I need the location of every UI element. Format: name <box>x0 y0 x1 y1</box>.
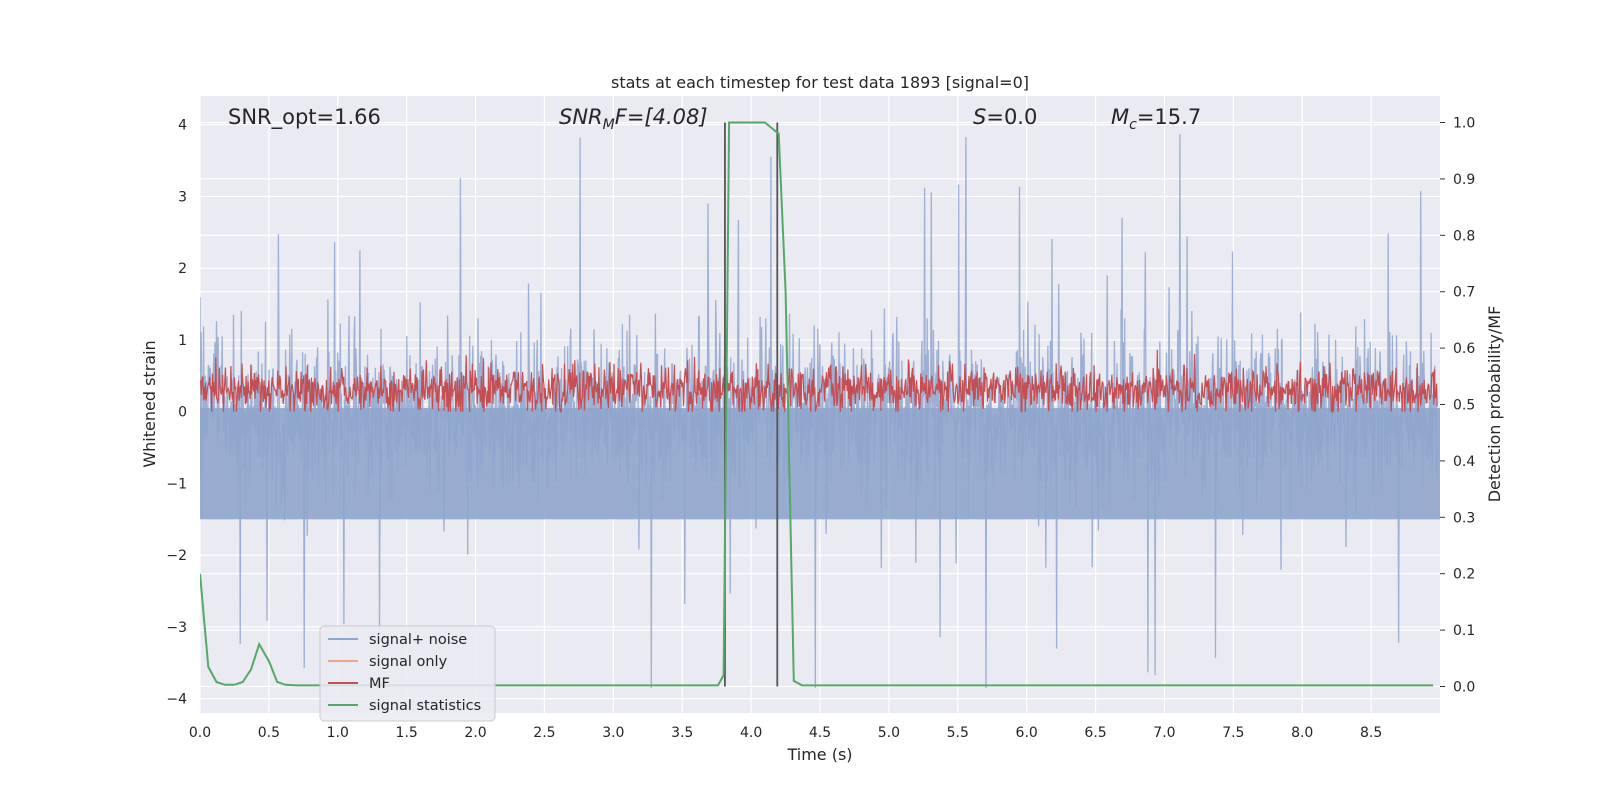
y-axis-right-ticks: 0.0 0.1 0.2 0.3 0.4 0.5 0.6 0.7 0.8 0.9 1.0 <box>1440 116 1475 695</box>
y-right-tick-label: 0.8 <box>1453 228 1475 244</box>
x-tick-label: 5.0 <box>878 725 900 741</box>
x-tick-label: 2.5 <box>533 725 555 741</box>
y-right-tick-label: 0.1 <box>1453 623 1475 639</box>
x-tick-label: 7.5 <box>1222 725 1244 741</box>
y-left-tick-label: −3 <box>166 620 187 636</box>
x-tick-label: 3.5 <box>671 725 693 741</box>
annotation-snr-opt: SNR_opt=1.66 <box>228 105 381 130</box>
x-axis-label: Time (s) <box>786 745 852 764</box>
y-right-tick-label: 1.0 <box>1453 116 1475 132</box>
y-left-tick-label: 1 <box>178 333 187 349</box>
y-left-tick-label: 0 <box>178 405 187 421</box>
y-left-tick-label: −1 <box>166 476 187 492</box>
x-tick-label: 8.5 <box>1360 725 1382 741</box>
y-axis-left-label: Whitened strain <box>140 340 159 467</box>
legend: signal+ noise signal only MF signal stat… <box>319 625 496 722</box>
series-signal-statistics <box>200 121 1434 687</box>
y-axis-left-ticks: −4 −3 −2 −1 0 1 2 3 4 <box>166 118 187 708</box>
y-left-tick-label: −2 <box>166 548 187 564</box>
x-tick-label: 6.5 <box>1084 725 1106 741</box>
annotation-mc: Mc=15.7 <box>1111 105 1201 133</box>
legend-box <box>319 625 496 722</box>
y-right-tick-label: 0.7 <box>1453 285 1475 301</box>
x-tick-label: 1.0 <box>327 725 349 741</box>
series-signal-noise-core <box>200 408 1440 520</box>
x-tick-label: 8.0 <box>1291 725 1313 741</box>
y-right-tick-label: 0.3 <box>1453 510 1475 526</box>
legend-label-mf: MF <box>369 676 390 692</box>
x-tick-label: 4.0 <box>740 725 762 741</box>
x-tick-label: 6.0 <box>1016 725 1038 741</box>
y-left-tick-label: 2 <box>178 261 187 277</box>
y-left-tick-label: 4 <box>178 118 187 134</box>
y-right-tick-label: 0.9 <box>1453 172 1475 188</box>
x-tick-label: 3.0 <box>602 725 624 741</box>
x-tick-label: 0.0 <box>189 725 211 741</box>
legend-label-signal-statistics: signal statistics <box>369 698 481 714</box>
y-axis-right-label: Detection probability/MF <box>1485 306 1504 503</box>
y-left-tick-label: 3 <box>178 189 187 205</box>
x-tick-label: 0.5 <box>258 725 280 741</box>
y-right-tick-label: 0.0 <box>1453 679 1475 695</box>
y-right-tick-label: 0.5 <box>1453 398 1475 414</box>
x-axis-ticks: 0.0 0.5 1.0 1.5 2.0 2.5 3.0 3.5 4.0 4.5 5.0 5.5 6.0 6… <box>189 725 1382 741</box>
annotation-snr-mf: SNRMF=[4.08] <box>559 105 708 133</box>
annotation-s: S=0.0 <box>973 105 1037 129</box>
x-tick-label: 2.0 <box>464 725 486 741</box>
x-tick-label: 1.5 <box>396 725 418 741</box>
y-right-tick-label: 0.2 <box>1453 567 1475 583</box>
series-mf <box>200 349 1438 414</box>
x-tick-label: 5.5 <box>947 725 969 741</box>
legend-label-signal-noise: signal+ noise <box>369 632 467 648</box>
x-tick-label: 4.5 <box>809 725 831 741</box>
chart-title: stats at each timestep for test data 189… <box>611 73 1029 92</box>
y-right-tick-label: 0.6 <box>1453 341 1475 357</box>
y-right-tick-label: 0.4 <box>1453 454 1475 470</box>
y-left-tick-label: −4 <box>166 692 187 708</box>
series-layer <box>200 121 1440 688</box>
legend-label-signal-only: signal only <box>369 654 448 670</box>
x-tick-label: 7.0 <box>1153 725 1175 741</box>
